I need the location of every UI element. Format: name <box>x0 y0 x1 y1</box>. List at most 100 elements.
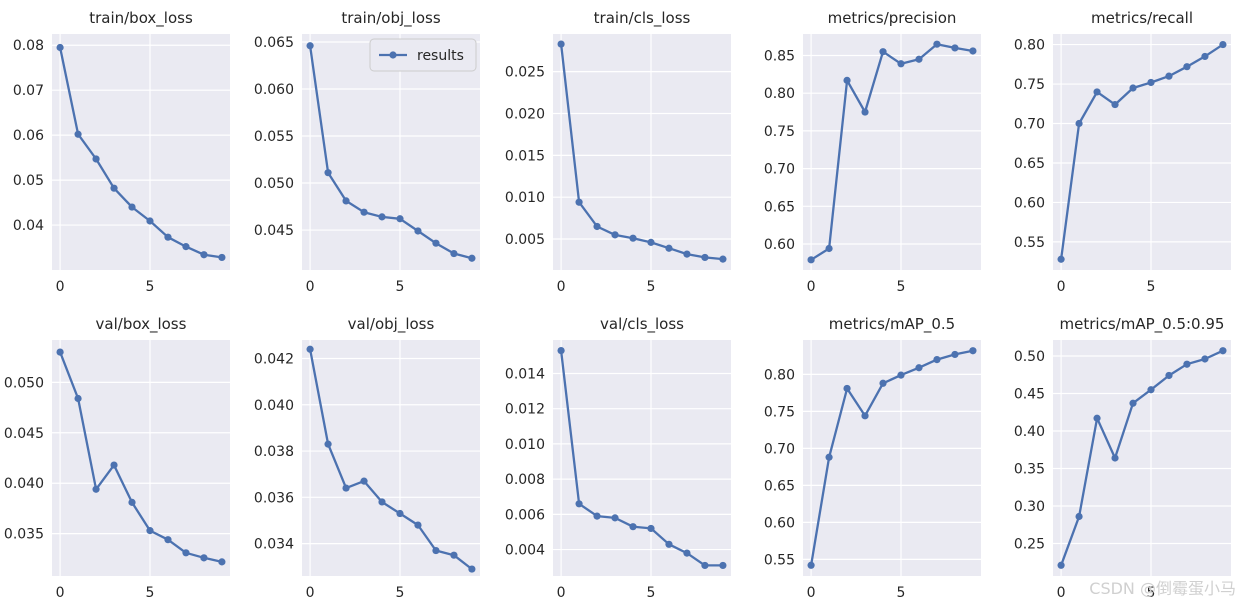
x-tick-label: 5 <box>146 279 155 295</box>
y-tick-label: 0.75 <box>764 404 795 420</box>
y-tick-label: 0.55 <box>1014 235 1045 251</box>
x-tick-label: 0 <box>557 585 566 601</box>
data-point <box>557 40 565 48</box>
y-tick-label: 0.70 <box>764 441 795 457</box>
data-point <box>969 347 977 355</box>
x-tick-label: 5 <box>647 279 656 295</box>
subplot-8: metrics/mAP_0.5 0.55 0.60 0.65 0.70 0.75 0.80 0… <box>764 315 981 601</box>
x-tick-label: 0 <box>557 279 566 295</box>
y-tick-label: 0.60 <box>1014 195 1045 211</box>
data-point <box>56 43 64 52</box>
subplot-7: val/cls_loss 0.004 0.006 0.008 0.010 0.012 0.0… <box>505 315 731 601</box>
data-point <box>701 561 709 570</box>
data-point <box>1219 40 1227 49</box>
data-point <box>92 485 100 493</box>
y-tick-label: 0.60 <box>764 237 795 253</box>
data-point <box>324 169 332 177</box>
data-point <box>342 484 350 492</box>
plot-title: metrics/recall <box>1091 9 1193 27</box>
data-point <box>342 197 350 205</box>
plot-area <box>52 34 230 270</box>
x-tick-label: 5 <box>647 585 656 601</box>
data-point <box>915 364 923 372</box>
x-tick-label: 0 <box>56 279 65 295</box>
data-point <box>647 524 655 533</box>
data-point <box>110 184 118 192</box>
data-point <box>951 350 959 359</box>
data-point <box>182 243 190 251</box>
y-tick-label: 0.005 <box>505 232 545 248</box>
data-point <box>1111 454 1119 462</box>
data-point <box>933 356 941 364</box>
y-tick-label: 0.45 <box>1014 386 1045 402</box>
series-line <box>58 46 224 259</box>
y-tick-label: 0.004 <box>505 543 545 559</box>
y-tick-label: 0.014 <box>505 366 545 382</box>
series-line <box>809 43 975 261</box>
y-tick-label: 0.70 <box>764 162 795 178</box>
y-tick-label: 0.040 <box>4 476 44 492</box>
series-line <box>1059 43 1225 261</box>
plot-title: train/obj_loss <box>341 9 440 28</box>
subplot-4: metrics/recall 0.55 0.60 0.65 0.70 0.75 0.80 0 5 <box>1014 9 1231 295</box>
data-point <box>1093 88 1101 96</box>
y-tick-label: 0.80 <box>764 367 795 383</box>
data-point <box>432 546 440 555</box>
y-tick-label: 0.008 <box>505 472 545 488</box>
data-point <box>861 108 869 116</box>
data-point <box>1075 119 1083 128</box>
y-tick-label: 0.85 <box>764 48 795 64</box>
data-point <box>128 498 136 506</box>
plot-title: metrics/precision <box>828 9 957 27</box>
plot-area <box>553 340 731 576</box>
data-point <box>218 558 226 566</box>
plot-area <box>52 340 230 576</box>
data-point <box>200 554 208 562</box>
y-tick-label: 0.050 <box>4 375 44 391</box>
data-point <box>128 203 136 211</box>
series-line <box>559 42 725 261</box>
y-tick-label: 0.035 <box>4 527 44 543</box>
data-point <box>1201 52 1209 61</box>
data-point <box>825 453 833 461</box>
data-point <box>360 208 368 216</box>
data-point <box>218 253 226 262</box>
data-point <box>92 155 100 163</box>
data-point <box>414 227 422 235</box>
y-tick-label: 0.010 <box>505 437 545 453</box>
y-tick-label: 0.75 <box>764 124 795 140</box>
data-point <box>378 498 386 506</box>
series-line <box>308 348 474 571</box>
y-tick-label: 0.020 <box>505 107 545 123</box>
y-tick-label: 0.040 <box>254 398 294 414</box>
y-tick-label: 0.05 <box>13 173 44 189</box>
data-point <box>200 251 208 259</box>
y-tick-label: 0.045 <box>4 426 44 442</box>
x-tick-label: 5 <box>396 279 405 295</box>
subplot-1: train/obj_loss 0.045 0.050 0.055 0.060 0.065 0… <box>254 9 480 295</box>
y-tick-label: 0.60 <box>764 515 795 531</box>
y-tick-label: 0.038 <box>254 444 294 460</box>
watermark-text: CSDN @倒霉蛋小马 <box>1089 579 1236 598</box>
data-point <box>146 527 154 535</box>
y-tick-label: 0.40 <box>1014 424 1045 440</box>
x-tick-label: 0 <box>807 279 816 295</box>
data-point <box>468 254 476 262</box>
subplot-5: val/box_loss 0.035 0.040 0.045 0.050 0 5 <box>4 315 230 601</box>
x-tick-label: 5 <box>897 585 906 601</box>
y-tick-label: 0.07 <box>13 83 44 99</box>
data-point <box>1147 78 1155 87</box>
legend-marker <box>389 51 397 59</box>
y-tick-label: 0.055 <box>254 129 294 145</box>
data-point <box>557 346 565 355</box>
x-tick-label: 5 <box>1147 585 1156 601</box>
y-tick-label: 0.006 <box>505 507 545 523</box>
y-tick-label: 0.015 <box>505 148 545 164</box>
plot-title: metrics/mAP_0.5:0.95 <box>1060 315 1225 334</box>
y-tick-label: 0.35 <box>1014 462 1045 478</box>
y-tick-label: 0.010 <box>505 190 545 206</box>
plot-area <box>553 34 731 270</box>
plot-area <box>1053 34 1231 270</box>
data-point <box>1057 561 1065 569</box>
